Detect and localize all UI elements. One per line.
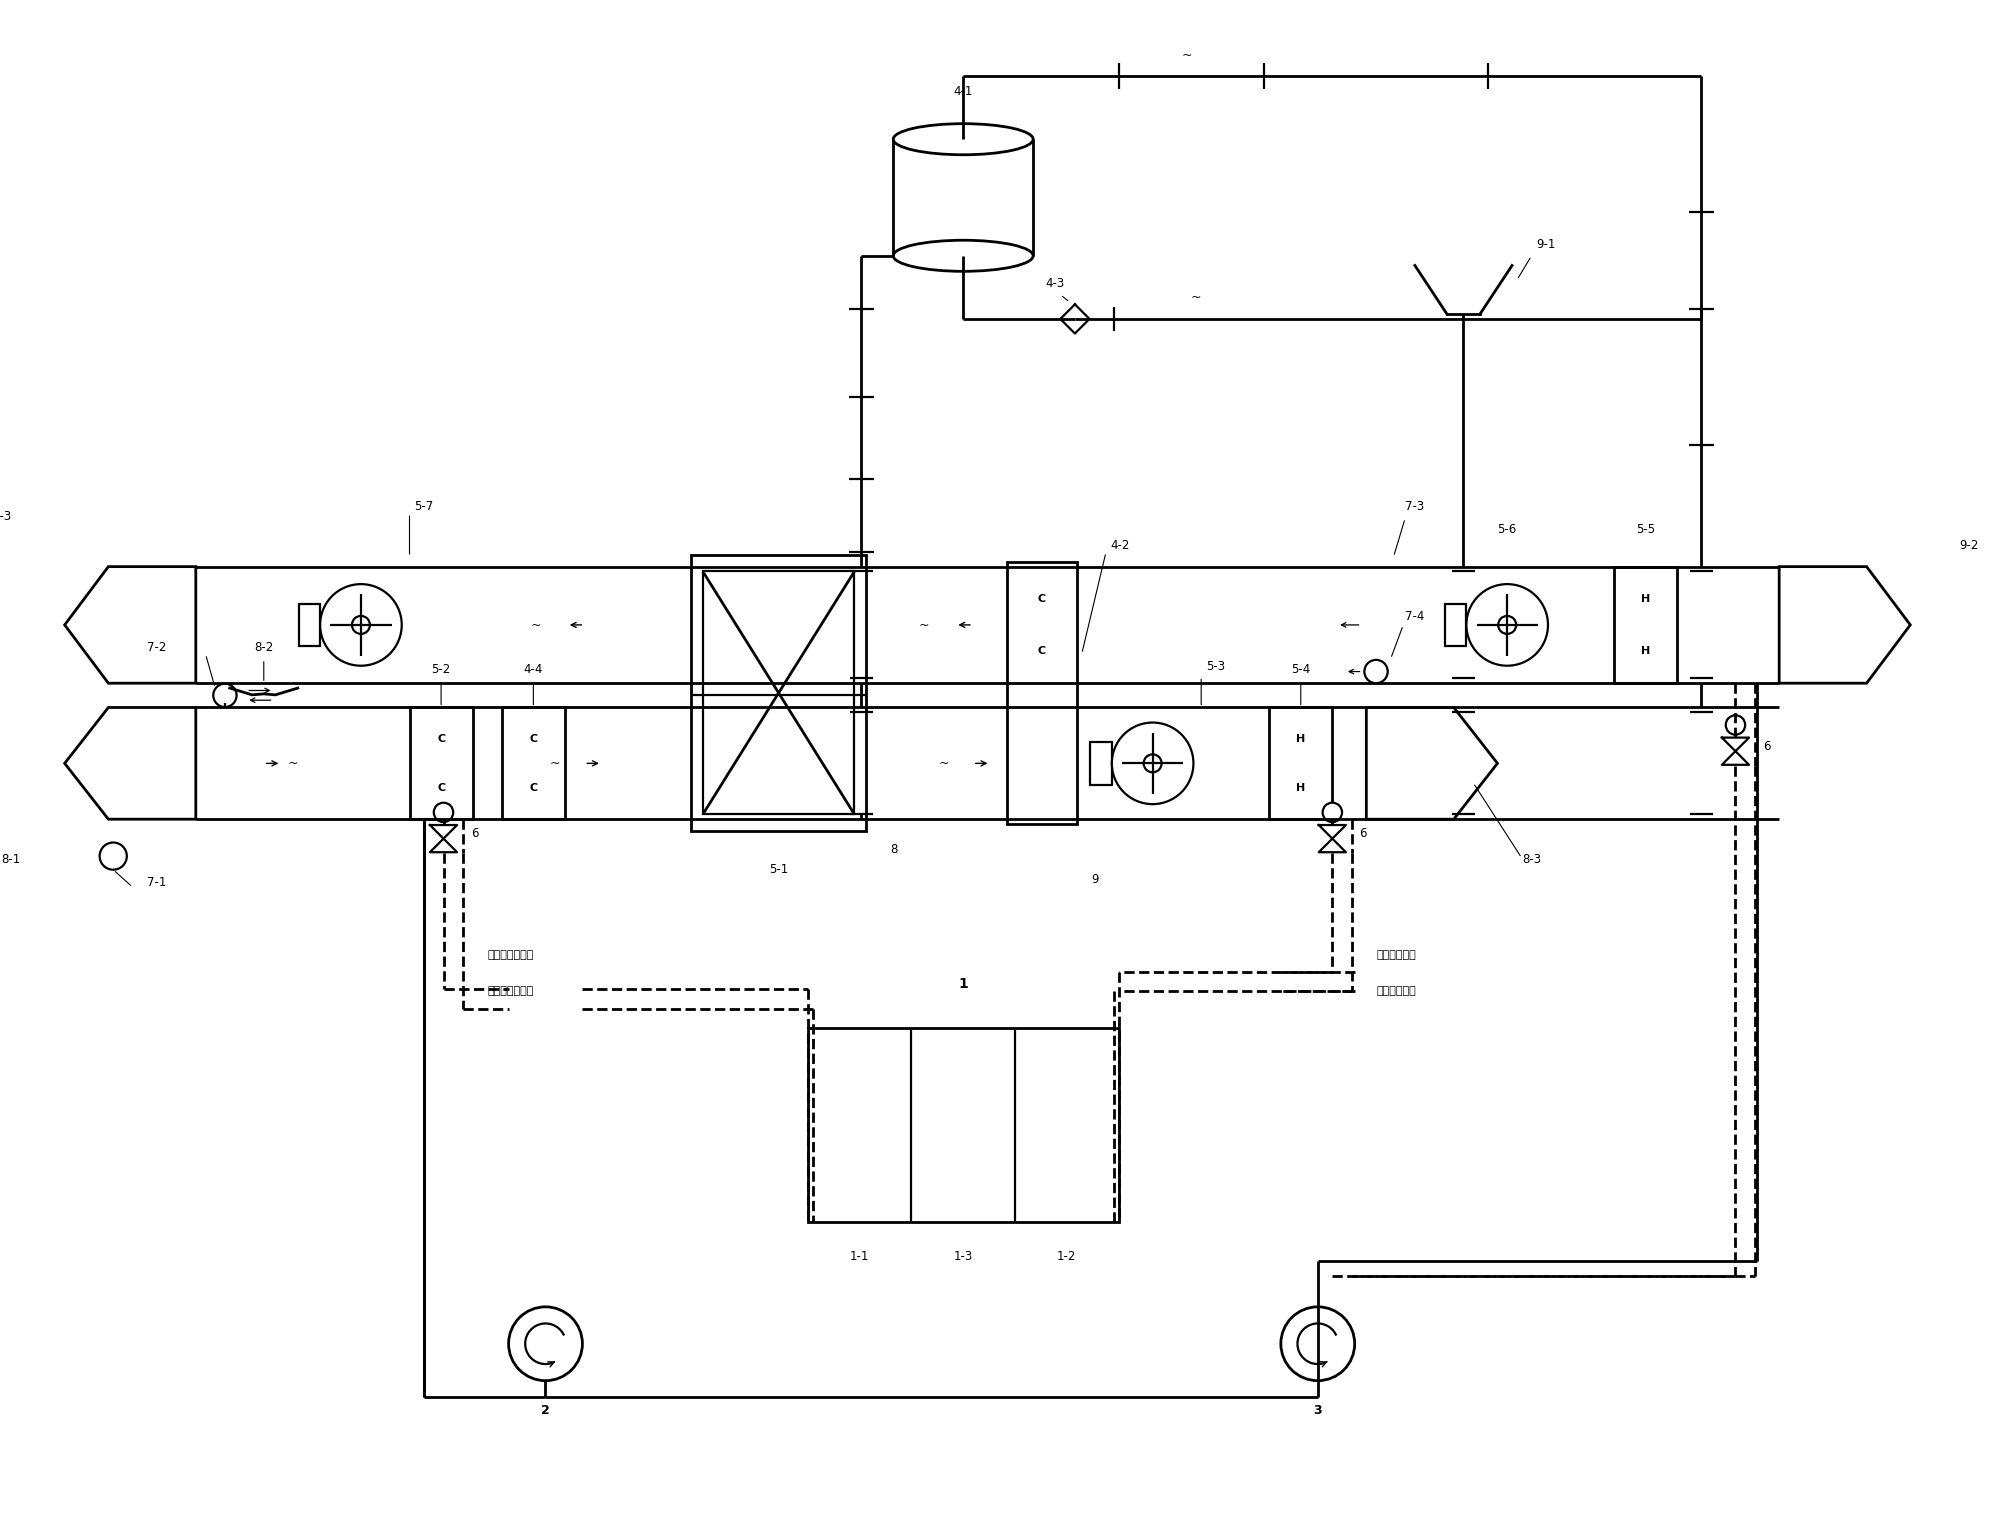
Text: 8: 8 [891, 843, 897, 857]
Text: 4-1: 4-1 [953, 85, 973, 99]
Text: ~: ~ [919, 619, 929, 632]
Circle shape [1322, 802, 1342, 822]
Bar [1446, 603, 1466, 646]
Text: H: H [1641, 646, 1651, 655]
Bar [299, 603, 321, 646]
Polygon shape [64, 567, 195, 684]
Bar [702, 572, 853, 814]
Bar [1007, 562, 1077, 825]
Circle shape [353, 615, 371, 634]
Text: 5-3: 5-3 [1206, 661, 1224, 673]
Bar [692, 555, 865, 831]
Polygon shape [64, 708, 195, 819]
Circle shape [508, 1307, 582, 1381]
Text: ~: ~ [550, 756, 560, 770]
Bar [502, 708, 564, 819]
Text: C: C [1037, 594, 1047, 605]
Bar [1270, 708, 1332, 819]
Text: 1-3: 1-3 [953, 1249, 973, 1263]
Text: 5-4: 5-4 [1292, 664, 1310, 676]
Text: C: C [528, 734, 538, 744]
Text: ~: ~ [1180, 49, 1192, 62]
Circle shape [1280, 1307, 1354, 1381]
Circle shape [213, 684, 237, 706]
Text: 9: 9 [1091, 873, 1099, 885]
Text: C: C [528, 782, 538, 793]
Text: 2: 2 [540, 1404, 550, 1417]
Text: H: H [1641, 594, 1651, 605]
Circle shape [1364, 659, 1388, 684]
Text: 空调热水回水: 空调热水回水 [1376, 985, 1416, 996]
Circle shape [1113, 723, 1194, 803]
Circle shape [1725, 716, 1745, 735]
Text: 8-3: 8-3 [1521, 854, 1541, 866]
Text: C: C [437, 782, 445, 793]
Text: 1-2: 1-2 [1057, 1249, 1077, 1263]
Circle shape [1466, 584, 1547, 666]
Text: 4-4: 4-4 [524, 664, 542, 676]
Text: ~: ~ [1190, 291, 1202, 305]
Text: ~: ~ [530, 619, 540, 632]
Text: 9-2: 9-2 [1958, 540, 1978, 552]
Text: H: H [1296, 734, 1306, 744]
Text: 9-3: 9-3 [0, 509, 12, 523]
Circle shape [1145, 755, 1163, 772]
Text: 7-2: 7-2 [148, 641, 167, 653]
Text: 7-3: 7-3 [1406, 500, 1424, 514]
Text: 5-2: 5-2 [431, 664, 451, 676]
Text: 7-1: 7-1 [148, 876, 167, 890]
Text: 6: 6 [471, 828, 479, 840]
Bar [1613, 567, 1677, 684]
Bar [409, 708, 473, 819]
Text: 3: 3 [1314, 1404, 1322, 1417]
Circle shape [1497, 615, 1515, 634]
Ellipse shape [893, 124, 1033, 155]
Polygon shape [1779, 567, 1910, 684]
Text: 空调冷冻水供水: 空调冷冻水供水 [487, 951, 534, 960]
Text: C: C [1037, 646, 1047, 655]
Circle shape [100, 843, 128, 870]
Text: 7-4: 7-4 [1406, 609, 1424, 623]
Text: 9-1: 9-1 [1535, 238, 1555, 252]
Text: 8-2: 8-2 [253, 641, 273, 653]
Ellipse shape [893, 240, 1033, 271]
Text: 空调冷冻水回水: 空调冷冻水回水 [487, 985, 534, 996]
Text: 1-1: 1-1 [849, 1249, 869, 1263]
Text: 6: 6 [1763, 740, 1771, 753]
Text: C: C [437, 734, 445, 744]
Text: 4-3: 4-3 [1047, 277, 1065, 290]
Text: ~: ~ [287, 756, 299, 770]
Text: 5-5: 5-5 [1635, 523, 1655, 535]
Polygon shape [1366, 708, 1497, 819]
Text: 6: 6 [1360, 828, 1368, 840]
Text: ~: ~ [939, 756, 949, 770]
Circle shape [435, 802, 453, 822]
Text: 1: 1 [959, 978, 967, 991]
Text: 4-2: 4-2 [1111, 540, 1131, 552]
Text: 5-7: 5-7 [415, 500, 433, 514]
Bar [808, 1028, 1119, 1222]
Text: 5-6: 5-6 [1497, 523, 1517, 535]
Text: 5-1: 5-1 [770, 863, 788, 876]
Bar [1091, 741, 1113, 785]
Circle shape [321, 584, 401, 666]
Text: H: H [1296, 782, 1306, 793]
Text: 空调热水供水: 空调热水供水 [1376, 951, 1416, 960]
Text: 8-1: 8-1 [2, 854, 20, 866]
